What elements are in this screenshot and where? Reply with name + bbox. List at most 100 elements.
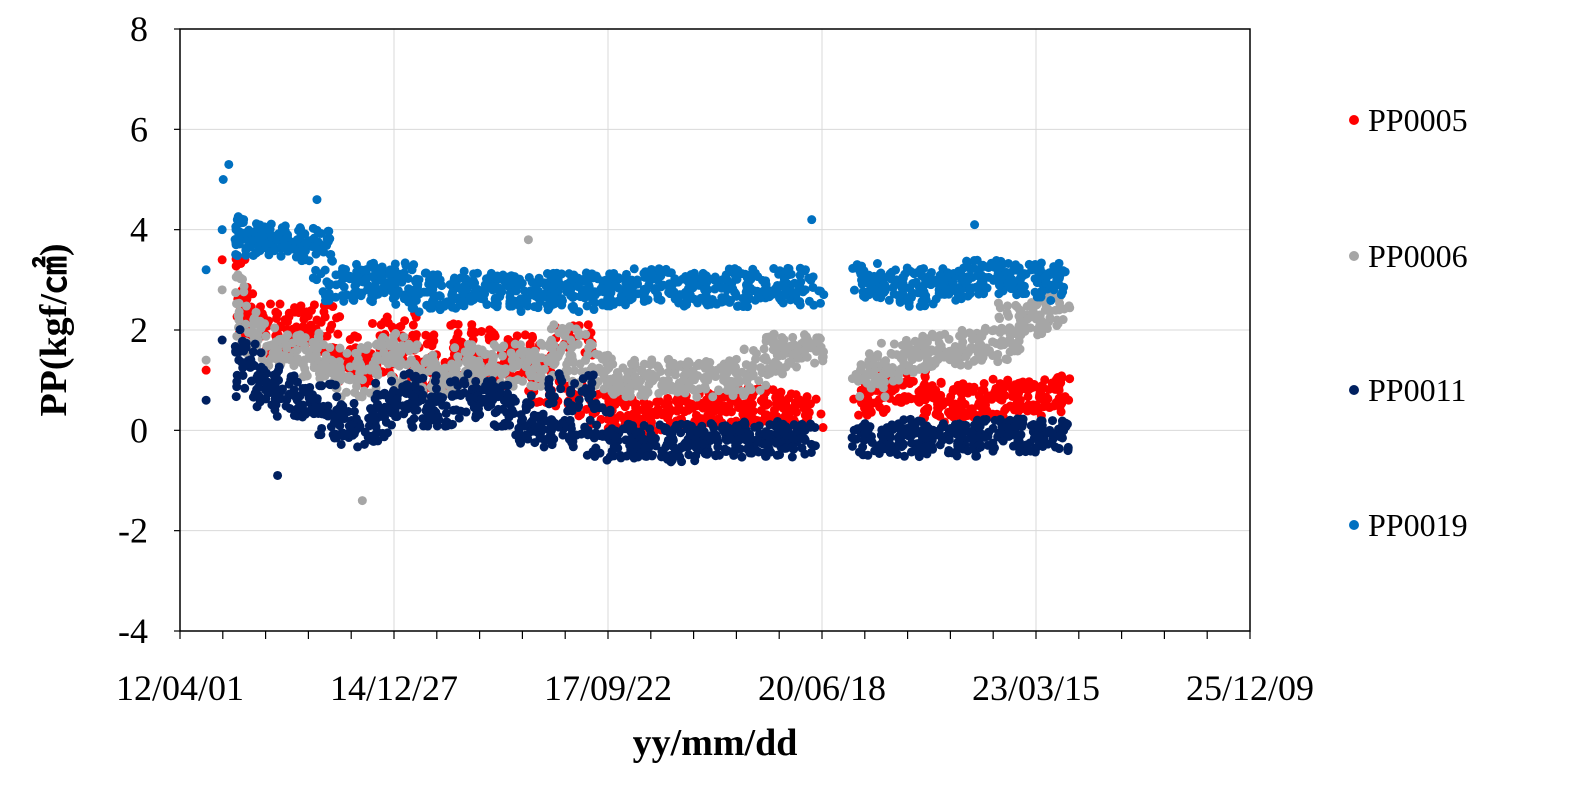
point-PP0011	[430, 376, 440, 386]
point-PP0011	[231, 392, 241, 402]
point-PP0019	[308, 223, 318, 233]
point-PP0005	[956, 385, 966, 395]
point-PP0006	[289, 361, 299, 371]
point-PP0006	[670, 370, 680, 380]
point-PP0011	[332, 392, 342, 402]
point-PP0006	[934, 344, 944, 354]
legend-label-PP0019: PP0019	[1368, 507, 1468, 543]
point-PP0019	[1054, 258, 1064, 268]
point-PP0019	[312, 275, 322, 285]
point-PP0006	[574, 330, 584, 340]
point-PP0019	[860, 292, 870, 302]
point-PP0011	[698, 427, 708, 437]
point-PP0006	[880, 392, 890, 402]
point-PP0011	[787, 430, 797, 440]
point-PP0011	[592, 420, 602, 430]
point-PP0005	[692, 401, 702, 411]
point-PP0006	[270, 343, 280, 353]
point-PP0005	[936, 397, 946, 407]
point-PP0019	[414, 307, 424, 317]
point-PP0005	[427, 341, 437, 351]
point-PP0011	[583, 430, 593, 440]
point-PP0019	[939, 275, 949, 285]
outlier-point	[218, 175, 228, 184]
outlier-point	[224, 159, 234, 169]
point-PP0005	[332, 313, 342, 323]
point-PP0011	[316, 430, 326, 440]
point-PP0011	[235, 325, 245, 335]
point-PP0006	[904, 343, 914, 353]
point-PP0006	[489, 340, 499, 350]
point-PP0019	[819, 290, 829, 300]
point-PP0011	[454, 389, 464, 399]
point-PP0011	[961, 420, 971, 430]
point-PP0011	[366, 431, 376, 441]
point-PP0005	[652, 397, 662, 407]
point-PP0011	[201, 395, 211, 405]
point-PP0019	[962, 256, 972, 266]
point-PP0006	[450, 343, 460, 353]
point-PP0006	[549, 360, 559, 370]
point-PP0011	[509, 408, 519, 418]
point-PP0006	[510, 339, 520, 349]
point-PP0005	[1065, 374, 1075, 384]
point-PP0005	[303, 311, 313, 321]
point-PP0019	[322, 240, 332, 250]
point-PP0006	[239, 287, 249, 297]
point-PP0011	[539, 442, 549, 452]
legend-label-PP0006: PP0006	[1368, 238, 1468, 274]
point-PP0005	[583, 320, 593, 330]
point-PP0011	[988, 423, 998, 433]
point-PP0006	[1052, 321, 1062, 331]
point-PP0006	[435, 364, 445, 374]
point-PP0019	[909, 269, 919, 279]
point-PP0006	[643, 387, 653, 397]
point-PP0019	[252, 247, 262, 257]
point-PP0006	[565, 322, 575, 332]
y-tick-label: 6	[130, 109, 148, 149]
point-PP0019	[458, 296, 468, 306]
point-PP0011	[791, 421, 801, 431]
point-PP0005	[1012, 398, 1022, 408]
point-PP0019	[509, 274, 519, 284]
point-PP0019	[520, 286, 530, 296]
point-PP0011	[353, 442, 363, 452]
point-PP0006	[919, 339, 929, 349]
point-PP0006	[241, 301, 251, 311]
y-tick-label: -2	[118, 511, 148, 551]
point-PP0019	[916, 270, 926, 280]
point-PP0019	[969, 256, 979, 266]
point-PP0006	[280, 350, 290, 360]
point-PP0006	[548, 350, 558, 360]
point-PP0006	[609, 389, 619, 399]
point-PP0011	[698, 439, 708, 449]
point-PP0019	[681, 287, 691, 297]
point-PP0019	[231, 240, 241, 250]
point-PP0005	[345, 334, 355, 344]
point-PP0011	[459, 376, 469, 386]
point-PP0019	[701, 291, 711, 301]
point-PP0019	[408, 287, 418, 297]
point-PP0011	[607, 446, 617, 456]
point-PP0011	[684, 450, 694, 460]
point-PP0011	[958, 432, 968, 442]
point-PP0011	[370, 394, 380, 404]
point-PP0019	[932, 275, 942, 285]
point-PP0019	[534, 273, 544, 283]
point-PP0006	[817, 353, 827, 363]
point-PP0011	[217, 335, 227, 345]
point-PP0005	[408, 320, 418, 330]
y-tick-label: 0	[130, 410, 148, 450]
x-axis-title: yy/mm/dd	[633, 722, 798, 764]
point-PP0006	[995, 327, 1005, 337]
point-PP0005	[1022, 406, 1032, 416]
point-PP0006	[406, 355, 416, 365]
point-PP0019	[688, 283, 698, 293]
point-PP0005	[709, 403, 719, 413]
point-PP0011	[1004, 431, 1014, 441]
point-PP0019	[974, 269, 984, 279]
point-PP0011	[298, 412, 308, 422]
point-PP0011	[306, 394, 316, 404]
point-PP0019	[667, 280, 677, 290]
point-PP0005	[201, 365, 211, 375]
